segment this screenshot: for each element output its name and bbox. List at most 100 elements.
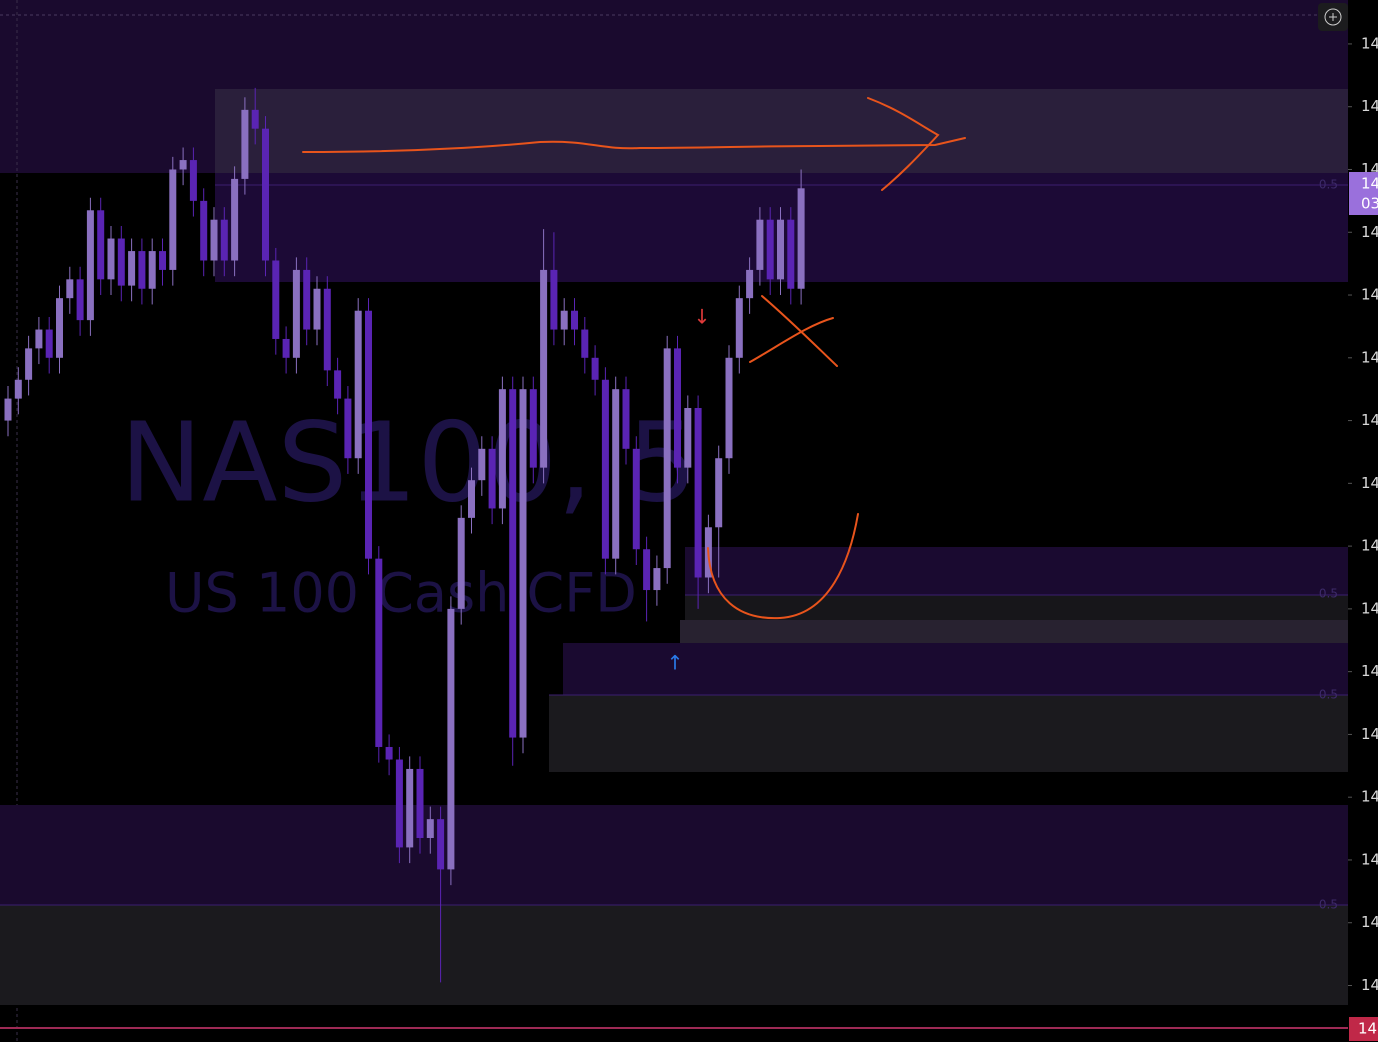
drawn-curve xyxy=(707,513,859,620)
candle-body xyxy=(128,251,136,286)
candle-body xyxy=(560,310,568,330)
zone xyxy=(549,695,1348,772)
candle-body xyxy=(159,251,166,270)
candle-body xyxy=(674,348,681,468)
candle-body xyxy=(282,338,290,358)
candle-body xyxy=(189,160,197,201)
candle-body xyxy=(354,310,362,459)
y-tick-label: 14 xyxy=(1361,348,1378,366)
candle-body xyxy=(25,348,33,380)
zone xyxy=(685,595,1348,620)
y-tick-label: 14 xyxy=(1361,223,1378,241)
candle-body xyxy=(488,448,496,509)
candle-body xyxy=(4,398,12,421)
candle-body xyxy=(632,448,640,550)
candle-body xyxy=(66,279,74,299)
candle-body xyxy=(498,389,506,509)
candle-body xyxy=(416,768,424,838)
candle-body xyxy=(169,169,177,270)
candle-body xyxy=(766,219,774,280)
y-tick-label: 14 xyxy=(1361,97,1378,115)
y-tick-label: 14 xyxy=(1361,662,1378,680)
y-tick-label: 14 xyxy=(1361,599,1378,617)
candle-body xyxy=(519,389,527,738)
candle-body xyxy=(746,269,754,299)
candle-body xyxy=(540,269,548,468)
candle-body xyxy=(251,109,259,129)
candle-body xyxy=(653,568,661,591)
candle-body xyxy=(179,160,187,170)
candle-body xyxy=(725,357,733,459)
candle-body xyxy=(138,251,146,289)
candle-body xyxy=(76,279,84,321)
last-price-box xyxy=(1349,1017,1378,1041)
current-price-box xyxy=(1349,172,1378,215)
candle-body xyxy=(622,389,630,449)
zone xyxy=(0,905,1348,1005)
candle-body xyxy=(35,329,43,349)
candle-body xyxy=(117,238,125,286)
candle-body xyxy=(426,819,434,838)
drawn-cross xyxy=(761,295,838,367)
down-arrow: ↓ xyxy=(694,305,711,329)
zone-label: 0.5 xyxy=(1319,178,1338,192)
candle-body xyxy=(344,398,352,459)
y-tick-label: 14 xyxy=(1361,850,1378,868)
zone-label: 0.5 xyxy=(1319,688,1338,702)
candle-body xyxy=(591,357,599,380)
candle-body xyxy=(365,310,372,559)
current-price-label: 03 xyxy=(1361,195,1378,213)
candle-body xyxy=(14,379,22,399)
drawn-cross xyxy=(749,317,834,363)
y-tick-label: 14 xyxy=(1361,286,1378,304)
candle-body xyxy=(437,819,445,870)
price-axis xyxy=(1348,0,1378,1042)
candle-body xyxy=(313,288,321,330)
candle-body xyxy=(478,448,486,481)
candle-body xyxy=(56,298,63,358)
current-price-label: 14 xyxy=(1361,175,1378,193)
candle-body xyxy=(468,480,475,518)
zone xyxy=(685,547,1348,595)
drawings xyxy=(302,97,966,620)
candle-body xyxy=(457,517,465,609)
candle-body xyxy=(148,251,156,289)
candle-body xyxy=(220,219,228,261)
zone xyxy=(215,89,1348,173)
add-icon[interactable] xyxy=(1324,8,1342,26)
candle-body xyxy=(694,408,702,578)
candle-body xyxy=(97,210,105,280)
candle-body xyxy=(385,746,393,760)
candle-body xyxy=(375,558,383,747)
candle-body xyxy=(210,219,218,261)
candle-body xyxy=(406,768,414,848)
zone xyxy=(0,805,1348,905)
y-tick-label: 14 xyxy=(1361,537,1378,555)
candle-body xyxy=(272,260,280,339)
candle-body xyxy=(735,298,743,358)
candle-body xyxy=(777,219,784,280)
candle-body xyxy=(303,269,311,330)
candle-body xyxy=(45,329,53,358)
candle-body xyxy=(262,128,269,261)
candle-body xyxy=(86,210,94,321)
candle-body xyxy=(231,178,239,261)
candle-body xyxy=(684,408,692,468)
up-arrow: ↑ xyxy=(667,651,684,675)
add-icon[interactable] xyxy=(1329,13,1337,21)
zone-label: 0.5 xyxy=(1319,587,1338,601)
candle-body xyxy=(323,288,331,371)
zone xyxy=(563,643,1348,695)
candle-body xyxy=(612,389,620,559)
candles xyxy=(4,87,805,983)
y-tick-label: 14 xyxy=(1361,34,1378,52)
candle-body xyxy=(447,608,455,870)
candle-body xyxy=(663,348,671,569)
candle-body xyxy=(715,458,723,528)
candle-body xyxy=(756,219,764,270)
watermark-description: US 100 Cash CFD xyxy=(165,562,637,625)
candle-body xyxy=(292,269,300,358)
drawn-arrow xyxy=(302,137,966,153)
candle-body xyxy=(509,389,517,738)
